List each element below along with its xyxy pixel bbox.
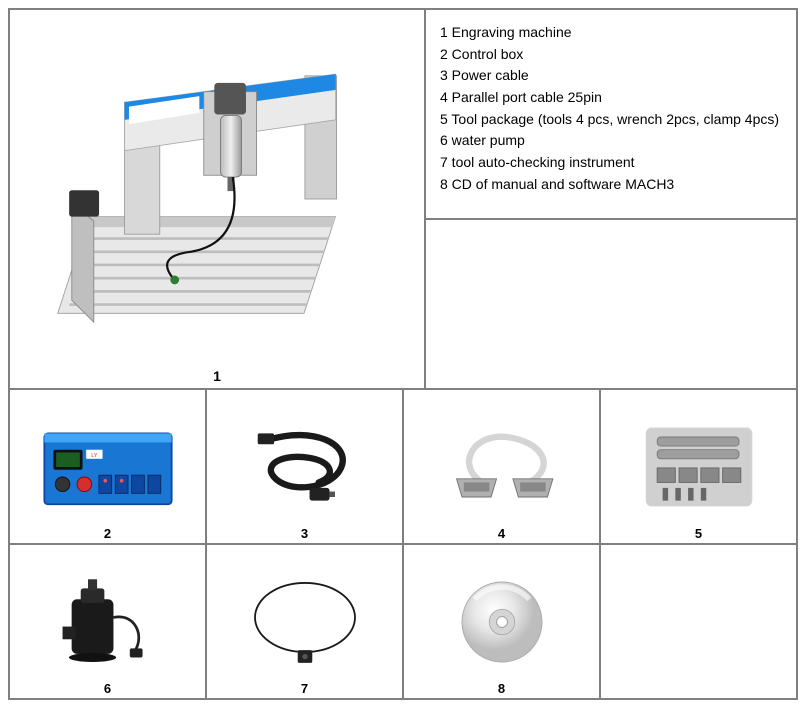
item-caption: 6 bbox=[10, 681, 205, 696]
item-caption: 3 bbox=[207, 526, 402, 541]
parallel-cable-image bbox=[419, 413, 585, 520]
item-caption: 5 bbox=[601, 526, 796, 541]
item-cell-7: 7 bbox=[206, 544, 403, 699]
cd-image bbox=[419, 568, 585, 675]
item-caption: 7 bbox=[207, 681, 402, 696]
control-box-image: LY bbox=[25, 413, 191, 520]
power-cable-image bbox=[222, 413, 388, 520]
legend-line: 8 CD of manual and software MACH3 bbox=[440, 174, 782, 196]
item-cell-empty bbox=[600, 544, 797, 699]
legend-line: 1 Engraving machine bbox=[440, 22, 782, 44]
engraving-machine-image bbox=[41, 67, 393, 332]
item-caption: 2 bbox=[10, 526, 205, 541]
item-cell-8: 8 bbox=[403, 544, 600, 699]
grid-row-2: 6 7 bbox=[9, 544, 797, 699]
main-product-cell: 1 bbox=[9, 9, 425, 389]
item-cell-2: LY 2 bbox=[9, 389, 206, 544]
item-cell-6: 6 bbox=[9, 544, 206, 699]
item-cell-5: 5 bbox=[600, 389, 797, 544]
legend-line: 5 Tool package (tools 4 pcs, wrench 2pcs… bbox=[440, 109, 782, 131]
item-caption: 4 bbox=[404, 526, 599, 541]
top-row: 1 1 Engraving machine 2 Control box 3 Po… bbox=[9, 9, 797, 389]
product-contents-table: 1 1 Engraving machine 2 Control box 3 Po… bbox=[8, 8, 798, 700]
top-right-column: 1 Engraving machine 2 Control box 3 Powe… bbox=[425, 9, 797, 389]
blank-cell bbox=[425, 219, 797, 389]
item-cell-4: 4 bbox=[403, 389, 600, 544]
water-pump-image bbox=[25, 568, 191, 675]
grid-row-1: LY 2 bbox=[9, 389, 797, 544]
auto-check-image bbox=[222, 568, 388, 675]
legend-line: 2 Control box bbox=[440, 44, 782, 66]
legend-line: 7 tool auto-checking instrument bbox=[440, 152, 782, 174]
legend-cell: 1 Engraving machine 2 Control box 3 Powe… bbox=[425, 9, 797, 219]
tool-package-image bbox=[616, 413, 782, 520]
legend-line: 3 Power cable bbox=[440, 65, 782, 87]
legend-line: 6 water pump bbox=[440, 130, 782, 152]
item-cell-3: 3 bbox=[206, 389, 403, 544]
svg-text:LY: LY bbox=[91, 453, 98, 459]
main-caption: 1 bbox=[10, 368, 424, 384]
item-caption: 8 bbox=[404, 681, 599, 696]
legend-line: 4 Parallel port cable 25pin bbox=[440, 87, 782, 109]
